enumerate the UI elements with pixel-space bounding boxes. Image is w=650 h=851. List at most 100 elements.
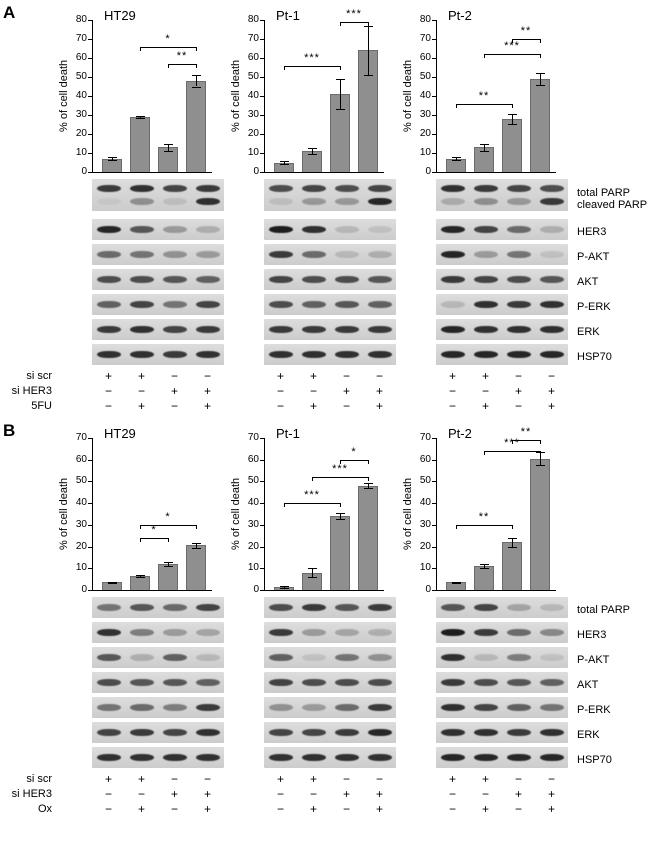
condition-sign: + (481, 369, 489, 383)
blot-band (367, 679, 392, 686)
blot-band (440, 679, 465, 686)
condition-sign: − (137, 384, 145, 398)
chart-title: Pt-1 (276, 426, 300, 441)
y-tick (260, 172, 264, 173)
error-cap (164, 565, 173, 567)
blot-band (440, 226, 465, 233)
sign-matrix-b-pt1: + + − − − − + + − + − + (264, 772, 396, 817)
error-bar (512, 537, 513, 547)
blot-band (539, 629, 564, 636)
y-tick (260, 96, 264, 97)
error-cap (508, 546, 517, 548)
condition-sign: − (514, 802, 522, 816)
blot-band (367, 604, 392, 611)
sig-bracket-end (340, 65, 341, 70)
panel-a-condition-labels: si scr si HER3 5FU (0, 369, 56, 414)
blot-band (301, 654, 326, 661)
y-axis (436, 438, 437, 591)
blot-band (367, 754, 392, 761)
sign-row: − − + + (436, 384, 568, 399)
blot-p-erk (264, 697, 396, 718)
blot-row-label: P-ERK (572, 294, 650, 319)
condition-sign: + (203, 787, 211, 801)
sig-bracket (340, 459, 368, 461)
y-tick-label: 0 (253, 584, 259, 595)
blot-band (129, 654, 154, 661)
blot-akt (436, 269, 568, 290)
blot-band (268, 301, 293, 308)
blot-band (195, 301, 220, 308)
error-cap (136, 115, 145, 117)
y-axis (92, 20, 93, 173)
blot-band (162, 704, 187, 711)
error-bar (168, 143, 169, 152)
error-cap (536, 73, 545, 75)
condition-sign: − (309, 787, 317, 801)
condition-sign: + (481, 772, 489, 786)
sig-bracket (168, 63, 196, 65)
blot-band (440, 729, 465, 736)
blot-band (334, 729, 359, 736)
bar (474, 566, 494, 590)
blot-band (268, 351, 293, 358)
y-tick (432, 459, 436, 461)
blot-band (334, 629, 359, 636)
blot-hsp70 (264, 747, 396, 768)
y-tick (260, 39, 264, 40)
chart-title: HT29 (104, 426, 136, 441)
condition-sign: − (104, 399, 112, 413)
blot-band (539, 679, 564, 686)
blot-parp (436, 179, 568, 211)
y-axis (92, 438, 93, 591)
bar (502, 118, 522, 172)
blot-band (506, 226, 531, 233)
y-tick-label: 0 (81, 166, 87, 177)
condition-sign: − (104, 384, 112, 398)
blot-parp (92, 597, 224, 618)
condition-sign: + (547, 399, 555, 413)
panel-b-letter: B (3, 421, 16, 440)
sig-bracket-end (284, 65, 285, 70)
y-tick-label: 70 (247, 33, 259, 44)
y-tick (432, 503, 436, 505)
y-tick (88, 459, 92, 461)
blot-label-line: cleaved PARP (577, 199, 648, 211)
blot-band (367, 654, 392, 661)
blot-band (539, 351, 564, 358)
blot-row-label: ERK (572, 722, 650, 747)
error-cap (108, 583, 117, 585)
blot-band (129, 351, 154, 358)
y-tick-label: 50 (75, 475, 87, 487)
blot-p-erk (436, 294, 568, 315)
blot-band (96, 198, 121, 205)
blot-label-line: P-AKT (577, 653, 610, 666)
error-bar (540, 452, 541, 466)
y-tick-label: 40 (419, 497, 431, 509)
y-tick-label: 20 (419, 540, 431, 552)
blot-band (301, 754, 326, 761)
condition-sign: + (481, 399, 489, 413)
sign-row: + + − − (264, 369, 396, 384)
figure: A si scr si HER3 5FU HT29% of cell death 0 1… (0, 4, 650, 817)
condition-sign: − (342, 369, 350, 383)
blot-band (506, 729, 531, 736)
blot-row-label: P-ERK (572, 697, 650, 722)
blot-akt (264, 269, 396, 290)
blot-row-label: HER3 (572, 219, 650, 244)
blot-hsp70 (264, 344, 396, 365)
blot-band (440, 654, 465, 661)
condition-sign: + (547, 802, 555, 816)
blot-label-line: HSP70 (577, 350, 612, 363)
sig-bracket-end (540, 451, 541, 456)
panel-a-gutter: A si scr si HER3 5FU (0, 4, 56, 414)
blot-band (334, 276, 359, 283)
blot-row-label: AKT (572, 672, 650, 697)
blot-band (440, 185, 465, 192)
blot-band (539, 326, 564, 333)
error-bar (196, 75, 197, 87)
blot-band (539, 604, 564, 611)
blot-band (539, 729, 564, 736)
sig-bracket-end (168, 537, 169, 542)
blot-band (162, 604, 187, 611)
y-tick-label: 40 (419, 90, 431, 101)
